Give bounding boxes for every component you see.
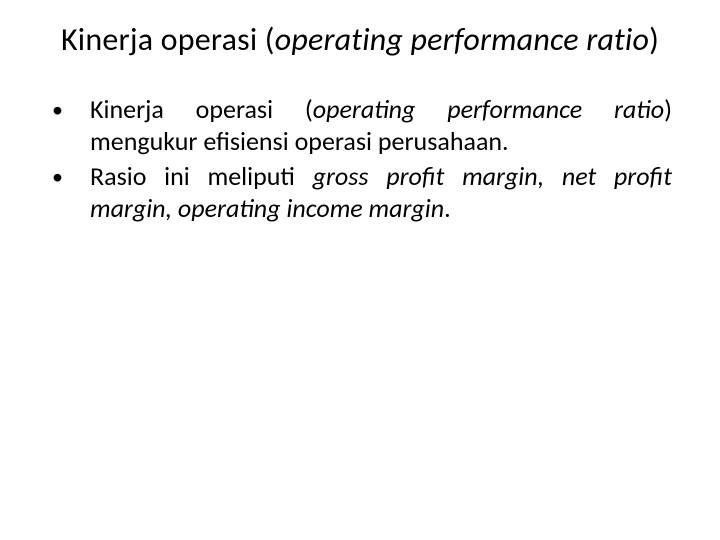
bullet-text: Rasio ini meliputi gross profit margin, … <box>90 160 672 225</box>
title-text-prefix: Kinerja operasi ( <box>61 20 275 59</box>
bullet-text: Kinerja operasi (operating performance r… <box>90 93 672 158</box>
bullet-icon: • <box>52 93 90 124</box>
list-item: • Rasio ini meliputi gross profit margin… <box>52 160 672 225</box>
slide-title: Kinerja operasi (operating performance r… <box>50 22 670 59</box>
bullet-seg-plain: . <box>444 192 451 224</box>
bullet-list: • Kinerja operasi (operating performance… <box>48 93 672 225</box>
title-text-italic: operating performance ratio <box>275 20 649 59</box>
title-text-suffix: ) <box>649 20 659 59</box>
slide: Kinerja operasi (operating performance r… <box>0 0 720 540</box>
bullet-seg-plain: Kinerja operasi ( <box>90 93 313 125</box>
bullet-icon: • <box>52 160 90 191</box>
bullet-seg-plain: Rasio ini meliputi <box>90 160 313 192</box>
list-item: • Kinerja operasi (operating performance… <box>52 93 672 158</box>
bullet-seg-italic: operating performance ratio <box>313 93 664 125</box>
